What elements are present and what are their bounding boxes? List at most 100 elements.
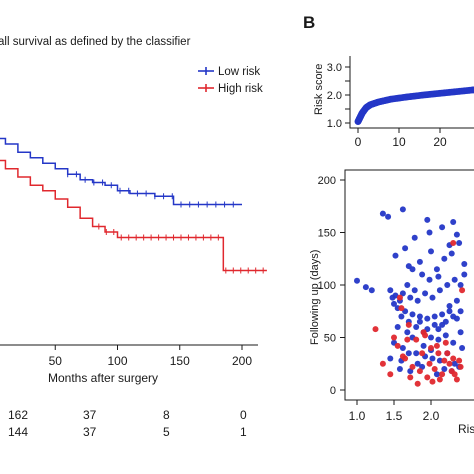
legend-label-high: High risk — [218, 83, 263, 95]
scatter-point-low — [435, 273, 442, 280]
scatter-point-low — [457, 308, 464, 315]
scatter-point-low — [368, 287, 375, 294]
scatter-point-low — [451, 276, 458, 283]
scatter-point-low — [411, 234, 418, 241]
scatter-point-low — [392, 292, 399, 299]
scatter-point-high — [391, 334, 397, 341]
scatter-point-high — [435, 350, 442, 357]
risk-high-3: 5 — [163, 425, 170, 439]
scatter-point-low — [362, 284, 369, 291]
scatter-x-label: Ris — [458, 422, 474, 436]
risk-score-chart: Risk score 1.0 2.0 3.0 0 10 20 — [313, 56, 474, 149]
scatter-point-low — [405, 350, 412, 357]
scatter-point-low — [453, 297, 460, 304]
km-curve-low — [0, 137, 242, 206]
scatter-point-low — [416, 318, 423, 325]
km-legend: Low risk High risk — [198, 66, 263, 95]
scatter-y-tick-label: 200 — [318, 175, 336, 187]
scatter-point-low — [419, 271, 426, 278]
scatter-point-high — [413, 336, 420, 343]
risk-score-y-ticks: 1.0 2.0 3.0 — [327, 62, 350, 130]
scatter-point-low — [396, 366, 403, 372]
scatter-point-low — [461, 261, 468, 267]
scatter-point-high — [448, 368, 455, 375]
risk-score-x-tick-label: 10 — [392, 135, 406, 149]
scatter-point-high — [453, 376, 460, 383]
scatter-point-high — [426, 360, 433, 367]
km-survival-chart: all survival as defined by the classifie… — [0, 36, 267, 439]
km-x-tick-label: 200 — [232, 354, 252, 368]
scatter-point-low — [402, 245, 409, 252]
scatter-point-low — [439, 321, 446, 328]
scatter-point-low — [428, 334, 434, 341]
scatter-point-low — [409, 311, 416, 318]
scatter-point-low — [387, 355, 394, 362]
risk-score-y-label: Risk score — [313, 64, 325, 115]
scatter-point-high — [387, 371, 394, 378]
risk-score-x-tick-label: 20 — [433, 135, 447, 149]
scatter-point-low — [385, 213, 392, 220]
scatter-point-low — [429, 294, 436, 301]
km-censor-marks — [67, 171, 264, 274]
scatter-y-label: Following up (days) — [309, 250, 321, 345]
risk-score-y-tick-label: 3.0 — [327, 62, 342, 74]
scatter-point-high — [442, 339, 449, 346]
risk-high-1: 144 — [8, 425, 28, 439]
scatter-point-high — [446, 360, 453, 367]
scatter-point-high — [379, 360, 386, 367]
scatter-point-low — [414, 360, 421, 367]
scatter-point-low — [392, 252, 399, 259]
scatter-point-low — [420, 342, 427, 349]
scatter-point-low — [456, 240, 463, 246]
risk-low-3: 8 — [163, 408, 170, 422]
scatter-y-ticks: 0 50 100 150 200 — [318, 175, 345, 397]
risk-low-2: 37 — [83, 408, 97, 422]
scatter-point-low — [446, 303, 453, 309]
scatter-point-low — [439, 311, 446, 318]
scatter-point-high — [457, 363, 464, 370]
scatter-x-tick-label: 1.0 — [349, 409, 366, 423]
scatter-point-high — [405, 321, 412, 328]
scatter-point-low — [435, 326, 442, 333]
km-x-tick-label: 150 — [170, 354, 190, 368]
scatter-point-high — [450, 355, 457, 362]
scatter-points — [354, 206, 468, 387]
scatter-point-low — [433, 266, 440, 273]
scatter-point-low — [416, 313, 423, 320]
scatter-x-tick-label: 2.0 — [423, 409, 440, 423]
scatter-point-low — [446, 308, 453, 315]
scatter-point-low — [387, 287, 394, 294]
scatter-point-high — [433, 342, 440, 349]
risk-score-point — [471, 86, 474, 93]
scatter-point-low — [422, 290, 429, 297]
risk-score-y-tick-label: 2.0 — [327, 90, 342, 102]
scatter-point-low — [429, 355, 436, 362]
scatter-point-low — [431, 313, 438, 320]
km-x-axis-label: Months after surgery — [48, 371, 158, 385]
scatter-point-low — [379, 210, 386, 217]
risk-score-y-tick-label: 1.0 — [327, 118, 342, 130]
scatter-point-high — [450, 240, 457, 246]
scatter-point-high — [396, 294, 403, 301]
scatter-point-low — [413, 350, 420, 357]
panel-b: B Risk score 1.0 2.0 3.0 0 10 20 Following u… — [303, 13, 474, 436]
km-x-tick-label: 100 — [107, 354, 127, 368]
scatter-x-tick-label: 1.5 — [386, 409, 403, 423]
scatter-point-high — [409, 363, 416, 370]
scatter-point-low — [461, 271, 468, 278]
scatter-point-high — [436, 376, 443, 383]
scatter-point-high — [399, 353, 406, 360]
scatter-point-low — [399, 290, 406, 297]
follow-up-scatter-chart: Following up (days) 0 50 100 150 200 1.0 1.5 2… — [309, 169, 474, 436]
scatter-point-high — [372, 326, 379, 333]
scatter-point-low — [436, 287, 443, 294]
scatter-point-high — [431, 366, 438, 372]
km-x-ticks: 50 100 150 200 — [49, 345, 252, 368]
scatter-point-low — [453, 231, 460, 238]
legend-label-low: Low risk — [218, 66, 260, 78]
km-curves — [0, 137, 267, 272]
risk-score-frame — [349, 56, 474, 129]
scatter-point-low — [450, 219, 457, 225]
scatter-point-high — [407, 374, 414, 381]
